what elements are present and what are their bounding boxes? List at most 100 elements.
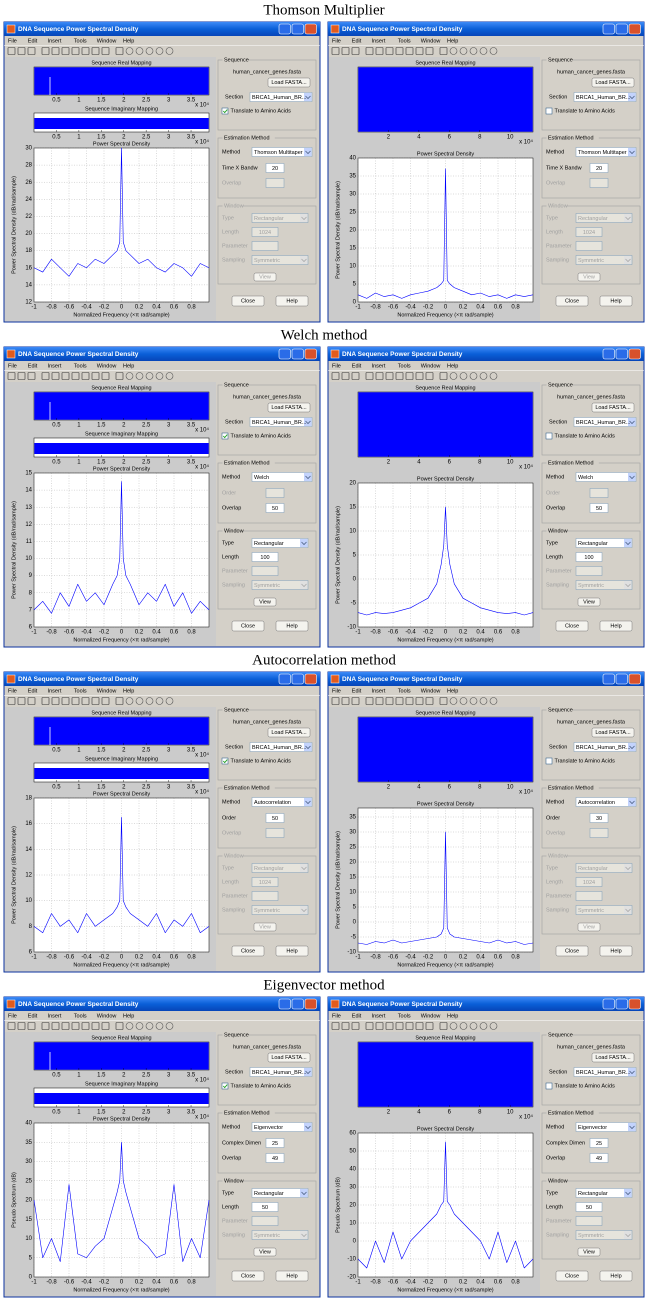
menu-item[interactable]: Help	[447, 688, 458, 694]
menu-item[interactable]: Help	[123, 1013, 134, 1019]
menu-item[interactable]: Edit	[28, 688, 38, 694]
psd-y-tick-label: -5	[351, 601, 357, 607]
menu-item[interactable]: Tools	[74, 688, 87, 694]
menu-item[interactable]: Insert	[372, 1013, 386, 1019]
menu-item[interactable]: Insert	[48, 38, 62, 44]
menu-item[interactable]: File	[332, 38, 341, 44]
imag-mapping-exponent: x 10⁴	[195, 789, 209, 796]
window-close-button[interactable]	[629, 349, 641, 359]
menu-item[interactable]: Window	[97, 38, 117, 44]
window-close-button[interactable]	[305, 24, 317, 34]
window-minimize-button[interactable]	[279, 999, 291, 1009]
menu-item[interactable]: Window	[421, 1013, 441, 1019]
menu-item[interactable]: Tools	[398, 688, 411, 694]
psd-x-tick-label: 0.4	[152, 1280, 161, 1286]
menu-item[interactable]: Edit	[352, 688, 362, 694]
menu-item[interactable]: Tools	[398, 363, 411, 369]
menu-item[interactable]: File	[332, 363, 341, 369]
load-fasta-button-label: Load FASTA...	[595, 1055, 631, 1061]
psd-y-tick-label: 18	[25, 248, 32, 254]
menu-item[interactable]: Edit	[352, 363, 362, 369]
menu-item[interactable]: Insert	[372, 38, 386, 44]
window-maximize-button[interactable]	[292, 349, 304, 359]
menu-item[interactable]: Tools	[398, 38, 411, 44]
menu-item[interactable]: Help	[123, 363, 134, 369]
window-maximize-button[interactable]	[616, 349, 628, 359]
psd-x-tick-label: -0.6	[388, 305, 399, 311]
window-maximize-button[interactable]	[292, 24, 304, 34]
real-mapping-exponent: x 10⁴	[195, 427, 209, 434]
window-minimize-button[interactable]	[603, 999, 615, 1009]
window-minimize-button[interactable]	[603, 349, 615, 359]
window-close-button[interactable]	[305, 999, 317, 1009]
window-minimize-button[interactable]	[603, 674, 615, 684]
translate-checkbox[interactable]	[546, 758, 552, 764]
menu-item[interactable]: Tools	[74, 1013, 87, 1019]
menu-item[interactable]: Tools	[398, 1013, 411, 1019]
translate-checkbox[interactable]	[546, 108, 552, 114]
window-title: DNA Sequence Power Spectral Density	[342, 26, 463, 33]
menu-item[interactable]: Edit	[28, 1013, 38, 1019]
translate-checkbox[interactable]	[222, 108, 228, 114]
window-maximize-button[interactable]	[292, 674, 304, 684]
window-close-button[interactable]	[629, 999, 641, 1009]
window-dropdown-arrow	[624, 1231, 632, 1239]
translate-checkbox[interactable]	[222, 1083, 228, 1089]
menu-item[interactable]: Window	[421, 38, 441, 44]
window-title: DNA Sequence Power Spectral Density	[18, 351, 139, 358]
menu-item[interactable]: Window	[421, 363, 441, 369]
menu-item[interactable]: File	[8, 363, 17, 369]
menu-item[interactable]: Tools	[74, 363, 87, 369]
menu-item[interactable]: Help	[123, 688, 134, 694]
menu-item[interactable]: File	[332, 1013, 341, 1019]
param-field	[266, 829, 284, 838]
menu-item[interactable]: Window	[421, 688, 441, 694]
menu-item[interactable]: File	[8, 1013, 17, 1019]
window-maximize-button[interactable]	[292, 999, 304, 1009]
window-close-button[interactable]	[305, 349, 317, 359]
menu-item[interactable]: File	[8, 38, 17, 44]
method-dropdown-value: Eigenvector	[254, 1125, 283, 1131]
app-icon	[7, 675, 15, 683]
window-minimize-button[interactable]	[279, 349, 291, 359]
window-maximize-button[interactable]	[616, 999, 628, 1009]
translate-checkbox[interactable]	[546, 1083, 552, 1089]
menu-item[interactable]: Insert	[48, 688, 62, 694]
menu-item[interactable]: Help	[447, 1013, 458, 1019]
menu-item[interactable]: Edit	[28, 38, 38, 44]
menu-item[interactable]: Window	[97, 363, 117, 369]
menu-item[interactable]: Edit	[352, 1013, 362, 1019]
menu-item[interactable]: Help	[447, 38, 458, 44]
menu-item[interactable]: Tools	[74, 38, 87, 44]
window-close-button[interactable]	[629, 674, 641, 684]
translate-checkbox[interactable]	[546, 433, 552, 439]
window-close-button[interactable]	[629, 24, 641, 34]
window-minimize-button[interactable]	[279, 674, 291, 684]
menu-item[interactable]: Window	[97, 688, 117, 694]
menu-item[interactable]: Insert	[48, 363, 62, 369]
menu-item[interactable]: File	[8, 688, 17, 694]
group-title: Sequence	[548, 382, 573, 388]
menu-item[interactable]: Edit	[28, 363, 38, 369]
window-dropdown-value: Rectangular	[254, 1191, 284, 1197]
menu-item[interactable]: File	[332, 688, 341, 694]
menu-item[interactable]: Edit	[352, 38, 362, 44]
window-minimize-button[interactable]	[279, 24, 291, 34]
help-button-label: Help	[286, 1273, 297, 1279]
menu-item[interactable]: Insert	[48, 1013, 62, 1019]
translate-checkbox[interactable]	[222, 758, 228, 764]
menu-item[interactable]: Help	[123, 38, 134, 44]
window-minimize-button[interactable]	[603, 24, 615, 34]
menu-item[interactable]: Help	[447, 363, 458, 369]
real-mapping-title: Sequence Real Mapping	[415, 710, 475, 716]
menu-item[interactable]: Insert	[372, 688, 386, 694]
translate-checkbox[interactable]	[222, 433, 228, 439]
imag-mapping-title: Sequence Imaginary Mapping	[85, 756, 158, 762]
menu-item[interactable]: Window	[97, 1013, 117, 1019]
help-button-label: Help	[286, 623, 297, 629]
window-close-button[interactable]	[305, 674, 317, 684]
app-icon	[7, 1000, 15, 1008]
window-maximize-button[interactable]	[616, 674, 628, 684]
menu-item[interactable]: Insert	[372, 363, 386, 369]
window-maximize-button[interactable]	[616, 24, 628, 34]
